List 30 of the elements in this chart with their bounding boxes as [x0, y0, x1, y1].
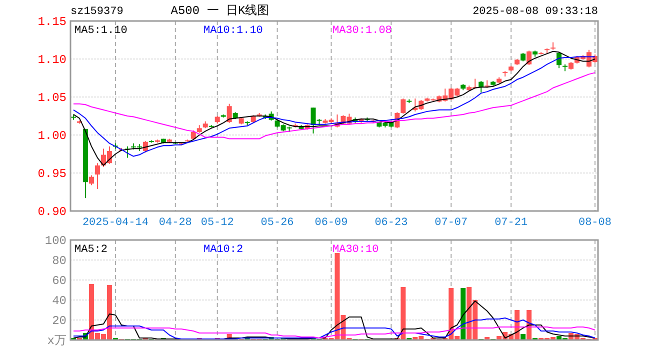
x-tick-label: 06-23 — [374, 217, 408, 229]
x-tick-label: 06-09 — [314, 217, 348, 229]
text: MA30:1.08 — [332, 25, 392, 37]
y-tick-label: 0.90 — [38, 205, 66, 220]
text: 2025-08-08 09:33:18 — [472, 6, 598, 18]
text: MA10:1.10 — [204, 25, 263, 37]
text: MA5:1.10 — [74, 25, 128, 37]
x-tick-label: 2025-04-14 — [82, 217, 149, 229]
y-tick-label: 40 — [52, 294, 66, 308]
y-tick-label: x万 — [47, 334, 66, 348]
text: sz159379 — [70, 6, 124, 18]
y-tick-label: 1.10 — [38, 53, 66, 68]
y-tick-label: 60 — [52, 274, 66, 288]
y-tick-label: 1.00 — [38, 129, 66, 144]
y-tick-label: 1.15 — [38, 15, 66, 30]
text: MA5:2 — [74, 244, 108, 256]
y-tick-label: 0.95 — [38, 167, 66, 182]
y-tick-label: 1.05 — [38, 91, 66, 106]
text: MA10:2 — [204, 244, 244, 256]
x-tick-label: 08-08 — [578, 217, 612, 229]
y-tick-label: 100 — [44, 234, 66, 248]
text: MA30:10 — [332, 244, 379, 256]
x-tick-label: 05-26 — [260, 217, 294, 229]
y-tick-label: 80 — [52, 254, 66, 268]
chart-title: A500 一 日K线图 — [170, 4, 270, 18]
x-tick-label: 07-07 — [434, 217, 468, 229]
x-tick-label: 04-28 — [158, 217, 192, 229]
x-tick-label: 05-12 — [200, 217, 234, 229]
x-tick-label: 07-21 — [494, 217, 528, 229]
y-tick-label: 20 — [52, 314, 66, 328]
